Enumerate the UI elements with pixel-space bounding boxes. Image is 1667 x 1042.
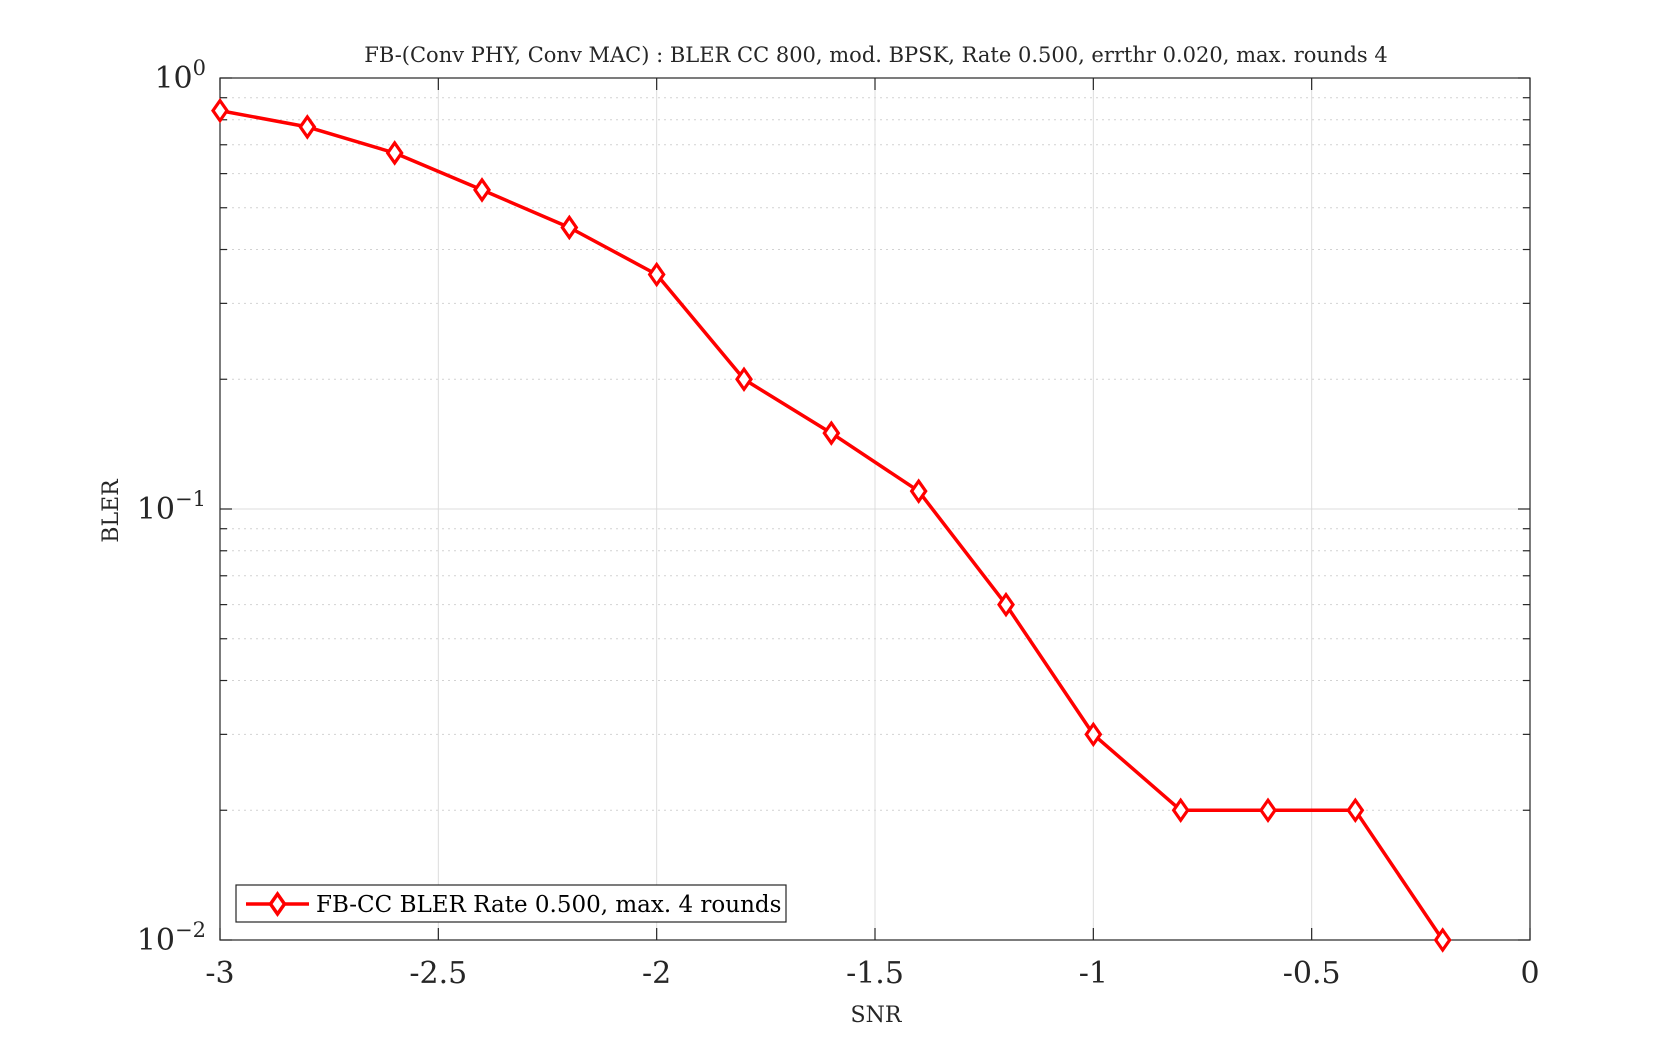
data-point-marker: [909, 478, 928, 504]
data-point-marker: [1171, 797, 1190, 824]
data-point-marker: [560, 214, 579, 241]
data-point-marker: [997, 591, 1015, 618]
data-point-marker: [1084, 721, 1103, 748]
y-tick-label: 100: [154, 56, 206, 96]
x-tick-label: -3: [205, 956, 234, 991]
data-point-marker: [211, 97, 229, 124]
data-point-marker: [1433, 927, 1452, 953]
y-tick-label: 10−1: [137, 487, 206, 527]
plot-area-frame: [219, 77, 1531, 941]
x-tick-labels: -3 -2.5 -2 -1.5 -1 -0.5 0: [205, 956, 1539, 991]
legend-box: [235, 884, 787, 923]
data-point-marker: [385, 140, 404, 166]
legend-diamond-marker: [268, 890, 287, 918]
series-layer: [211, 97, 1452, 953]
legend: FB-CC BLER Rate 0.500, max. 4 rounds: [235, 884, 787, 923]
data-point-marker: [1259, 797, 1277, 824]
y-tick-labels: 100 10−1 10−2: [137, 56, 206, 958]
series-line: [219, 108, 1445, 941]
data-point-marker: [473, 177, 491, 203]
data-point-marker: [735, 366, 753, 393]
data-point-marker: [822, 420, 841, 446]
chart-title: FB-(Conv PHY, Conv MAC) : BLER CC 800, m…: [364, 43, 1387, 67]
x-tick-label: -1: [1079, 956, 1108, 991]
y-tick-label: 10−2: [137, 918, 206, 958]
data-point-marker: [647, 261, 666, 288]
data-point-marker: [1346, 797, 1365, 824]
y-axis-label: BLER: [99, 478, 124, 543]
data-point-marker: [298, 114, 317, 140]
x-tick-label: -0.5: [1283, 956, 1341, 991]
legend-entry-label: FB-CC BLER Rate 0.500, max. 4 rounds: [316, 892, 781, 918]
x-tick-label: -1.5: [846, 956, 904, 991]
x-tick-label: -2: [642, 956, 671, 991]
x-axis-label: SNR: [851, 1003, 903, 1028]
x-tick-label: -2.5: [409, 956, 467, 991]
x-tick-label: 0: [1520, 956, 1539, 991]
